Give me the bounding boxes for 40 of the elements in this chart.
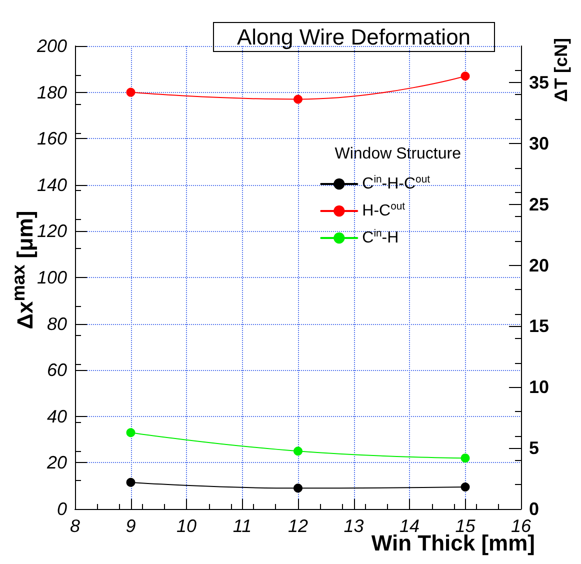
x-tick-label: 10 — [176, 516, 197, 536]
y2-tick-label: 5 — [529, 438, 540, 458]
y2-tick-label: 35 — [529, 72, 550, 93]
y-tick-label: 120 — [36, 221, 67, 242]
x-tick-label: 11 — [232, 516, 252, 536]
y-tick-label: 160 — [36, 128, 67, 149]
y2-tick-label: 10 — [529, 377, 550, 398]
point — [294, 484, 302, 493]
x-tick-label: 8 — [70, 516, 80, 536]
y-tick-label: 200 — [36, 36, 67, 56]
y2-tick-label: 0 — [529, 499, 540, 519]
y2-axis-title: ΔT [cN] — [551, 38, 571, 102]
point — [294, 94, 302, 104]
y-tick-label: 80 — [46, 314, 67, 334]
y-tick-label: 180 — [36, 82, 67, 102]
x-tick-label: 12 — [288, 516, 308, 536]
y-tick-label: 40 — [46, 406, 67, 426]
point — [126, 88, 136, 97]
point — [294, 446, 302, 456]
y-tick-label: 0 — [56, 499, 67, 519]
point — [126, 428, 136, 438]
point — [460, 72, 470, 81]
y2-tick-label: 30 — [529, 133, 550, 154]
x-tick-label: 16 — [510, 516, 532, 536]
y2-tick-label: 20 — [529, 255, 550, 276]
x-tick-label: 9 — [126, 516, 136, 536]
x-tick-label: 14 — [399, 516, 420, 536]
y-tick-label: 60 — [46, 360, 67, 380]
x-tick-label: 13 — [344, 516, 364, 536]
point — [460, 454, 470, 463]
point — [126, 478, 136, 487]
point — [460, 482, 470, 492]
legend-title: Window Structure — [334, 146, 462, 162]
x-tick-label: 15 — [455, 516, 476, 536]
y-tick-label: 140 — [36, 174, 67, 195]
chart-title: Along Wire Deformation — [237, 24, 471, 50]
y-tick-label: 100 — [36, 268, 67, 288]
y2-tick-label: 15 — [529, 316, 550, 336]
y-tick-label: 20 — [46, 452, 67, 473]
y2-tick-label: 25 — [529, 194, 550, 214]
